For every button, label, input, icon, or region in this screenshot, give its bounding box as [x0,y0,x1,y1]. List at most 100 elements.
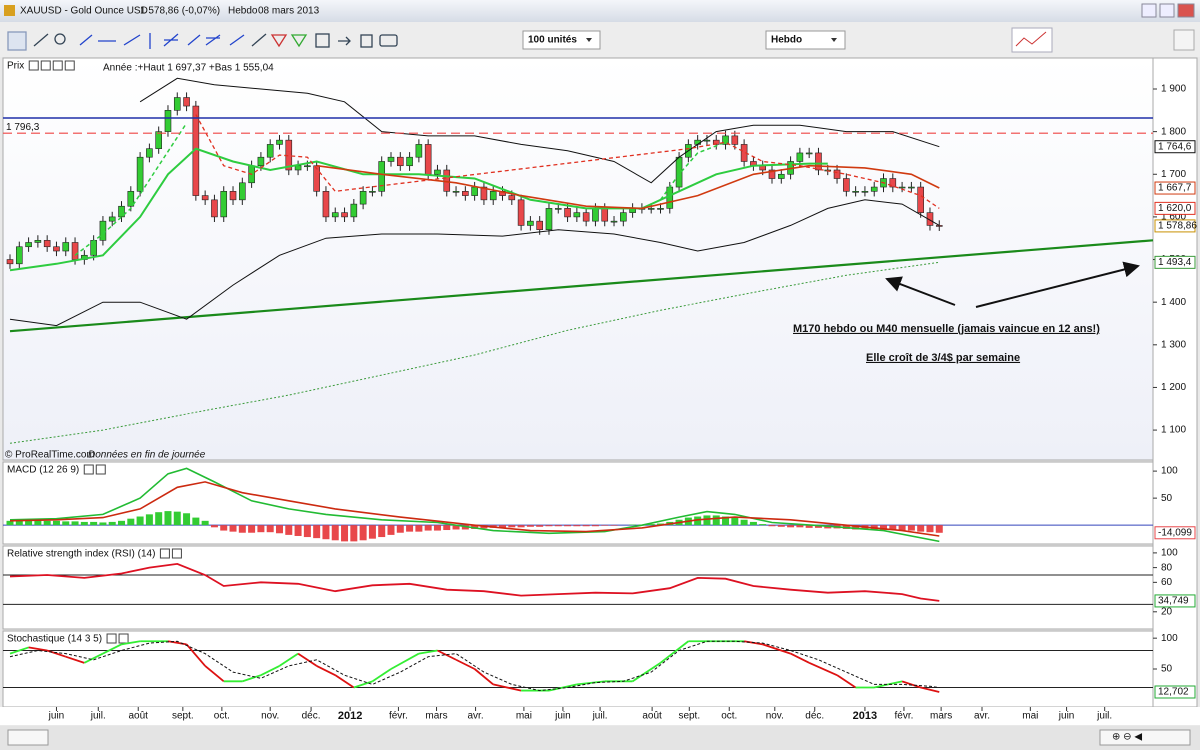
tool-fan[interactable] [205,34,221,46]
candle-body [601,208,609,222]
histogram-bar [52,520,60,526]
tool-triangle2[interactable] [290,34,308,48]
candle-body [15,246,23,265]
x-tick-label: avr. [468,711,484,722]
minimize[interactable] [1141,3,1157,18]
tool-fib[interactable] [187,34,201,46]
line-segment [121,640,141,646]
line-segment [297,652,318,667]
histogram-bar [656,523,664,526]
histogram-bar [25,520,33,526]
candle-body [43,240,51,248]
tool-ray[interactable] [123,34,141,46]
tool-triangle[interactable] [270,34,288,48]
candle-body [127,191,135,207]
annotation-arrow [885,276,956,306]
close[interactable] [1177,3,1195,18]
histogram-bar [118,520,126,526]
line-segment [9,646,29,655]
histogram-bar [731,517,739,526]
panel-icon[interactable] [83,464,94,475]
line-segment [790,652,810,664]
tool-zoom[interactable] [54,33,66,45]
histogram-bar [62,521,70,526]
histogram-bar [275,525,283,534]
period-dropdown[interactable]: Hebdo [765,30,846,50]
histogram-bar [127,518,135,526]
units-box[interactable] [522,30,601,50]
tool-channel[interactable] [163,33,179,47]
tool-text[interactable] [315,33,330,48]
panel-icon[interactable] [28,60,39,71]
units-text[interactable]: 100 unités [528,35,577,46]
units-dropdown[interactable]: 100 unités [522,30,601,50]
value-box [1154,219,1196,233]
candle-body [573,212,581,218]
candle-body [201,195,209,201]
line-segment [874,680,903,689]
candle-body [554,208,562,210]
maximize[interactable] [1159,3,1175,18]
tool-pen[interactable] [251,33,267,47]
zoom-icons[interactable]: ⊕ ⊖ ◀ [1112,732,1142,743]
histogram-bar [814,525,822,528]
line-segment [242,674,262,683]
panel-title: Relative strength index (RSI) (14) [7,549,155,560]
histogram-bar [313,525,321,539]
panel-icon[interactable] [118,633,129,644]
candle-body [889,178,897,188]
panel-icon[interactable] [95,464,106,475]
histogram-bar [796,525,804,528]
tool-arrow[interactable] [338,36,351,46]
histogram-bar [285,525,293,535]
period-text[interactable]: Hebdo [771,35,802,46]
candle-body [647,208,655,210]
indicator-button[interactable] [1011,27,1053,53]
tool-line[interactable] [79,34,93,46]
window-buttons[interactable] [1141,3,1195,18]
stoch-panel [2,630,1154,708]
source: © ProRealTime.com [5,450,95,461]
histogram-bar [907,525,915,531]
tool-ruler[interactable] [33,33,49,47]
value-box-label: 1 578,86 [1158,221,1197,232]
histogram-bar [889,525,897,531]
toolbar-icons[interactable] [7,31,398,51]
candle-body [90,240,97,256]
panel-title: Stochastique (14 3 5) [7,634,102,645]
panel-icon[interactable] [52,60,63,71]
panel-icon[interactable] [159,548,170,559]
panel-icon[interactable] [40,60,51,71]
candle-body [731,135,739,145]
histogram-bar [703,515,711,526]
value-box-label: -14,099 [1158,527,1192,538]
period-box[interactable] [765,30,846,50]
scroll-right[interactable] [1099,729,1191,746]
candle-body [843,178,850,192]
window-period: Hebdo [228,6,258,17]
panel-menu[interactable] [1173,29,1195,51]
candle-body [908,186,915,189]
value-box [1154,685,1196,699]
y-tick-label: 100 [1161,466,1178,477]
tool-select[interactable] [7,31,27,51]
histogram-bar [471,525,479,529]
scroll-left[interactable] [7,729,49,746]
tool-shape[interactable] [379,34,398,47]
value-box-label: 34,749 [1158,596,1189,607]
candle-body [25,242,32,248]
candle-body [768,169,776,179]
tool-arc[interactable] [229,34,245,46]
tool-delete[interactable] [360,34,373,48]
histogram-bar [34,520,42,526]
histogram-bar [248,525,256,533]
panel-icon[interactable] [171,548,182,559]
value-box [1154,140,1196,154]
panel-icon[interactable] [106,633,117,644]
candle-body [657,208,664,210]
panel-icon[interactable] [64,60,75,71]
line-segment [576,680,605,686]
histogram-bar [415,525,423,532]
y-tick-label: 1 900 [1161,84,1186,95]
value-box [1154,255,1196,269]
